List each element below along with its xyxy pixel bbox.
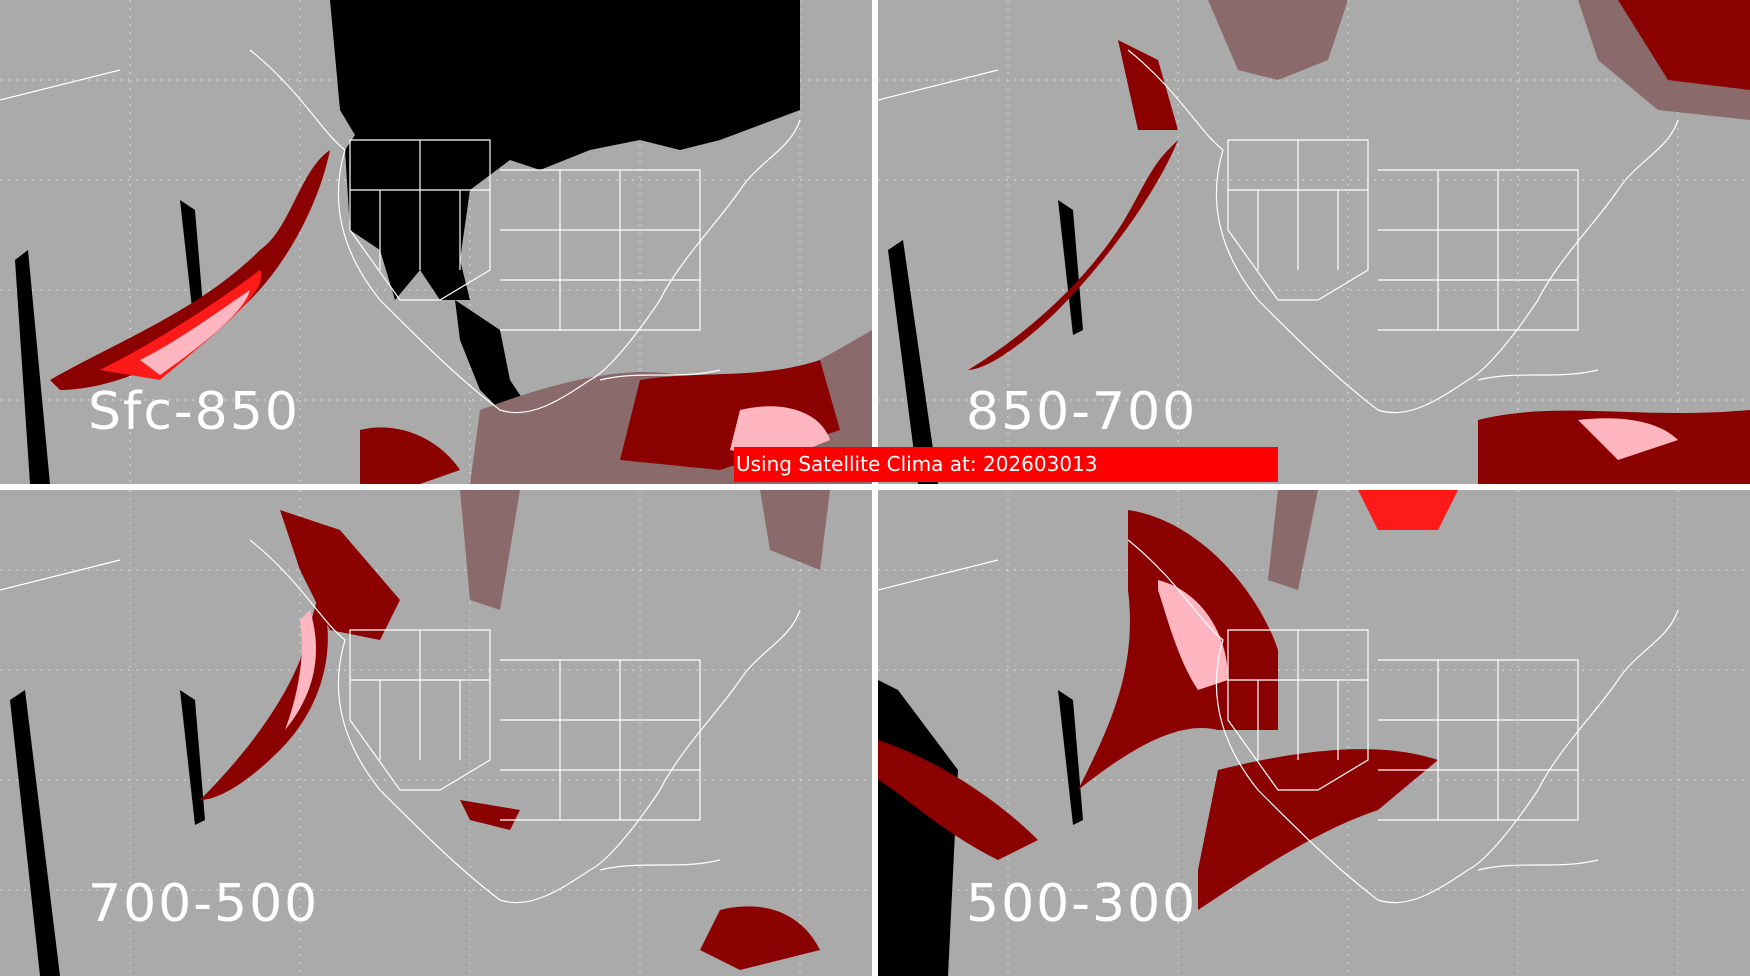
- map-500-300: [878, 490, 1750, 976]
- map-panel-850-700: 850-700: [878, 0, 1750, 484]
- layer-label: 700-500: [88, 874, 320, 934]
- moisture-region-low: [1268, 490, 1318, 590]
- map-panel-500-300: 500-300: [878, 490, 1750, 976]
- layer-label: Sfc-850: [88, 382, 300, 442]
- moisture-region-pacific: [878, 740, 1038, 860]
- no-data-region-mexico: [455, 300, 530, 420]
- moisture-peak-caribbean: [1578, 418, 1678, 460]
- map-sfc-850: [0, 0, 872, 484]
- layer-label: 850-700: [966, 382, 1198, 442]
- moisture-region-epac: [360, 427, 460, 484]
- moisture-core-pacific: [100, 270, 262, 380]
- no-data-region: [330, 0, 800, 300]
- moisture-peak-west: [1158, 580, 1228, 690]
- map-panel-sfc-850: Sfc-850: [0, 0, 872, 484]
- moisture-region-low: [460, 490, 520, 610]
- moisture-region-ne: [1618, 0, 1750, 90]
- moisture-band-south: [1198, 749, 1438, 910]
- coastlines-and-borders: [878, 539, 1679, 904]
- moisture-peak-coast: [285, 610, 316, 730]
- coastlines-and-borders: [0, 539, 801, 904]
- moisture-region-gulf: [460, 800, 520, 830]
- moisture-core-north: [1358, 490, 1458, 530]
- moisture-peak-pacific: [140, 290, 250, 375]
- map-850-700: [878, 0, 1750, 484]
- no-data-strip: [1058, 200, 1083, 335]
- moisture-region-caribbean: [700, 906, 820, 970]
- moisture-region-low: [1208, 0, 1348, 80]
- satellite-edge-swath: [10, 690, 60, 976]
- coastlines-and-borders: [878, 49, 1679, 414]
- moisture-band-coast: [1118, 40, 1178, 130]
- banner-text: Using Satellite Clima at: 202603013: [736, 452, 1098, 476]
- moisture-band-northwest: [280, 510, 400, 640]
- map-panel-700-500: 700-500: [0, 490, 872, 976]
- map-700-500: [0, 490, 872, 976]
- no-data-strip: [180, 690, 205, 825]
- satellite-edge-swath: [15, 250, 50, 484]
- satellite-edge-swath: [888, 240, 938, 484]
- coastlines-and-borders: [0, 49, 801, 414]
- moisture-region-low-ne: [760, 490, 830, 570]
- moisture-peak-caribbean: [730, 406, 830, 460]
- no-data-strip: [1058, 690, 1083, 825]
- satellite-climatology-banner: Using Satellite Clima at: 202603013: [734, 447, 1278, 482]
- layer-label: 500-300: [966, 874, 1198, 934]
